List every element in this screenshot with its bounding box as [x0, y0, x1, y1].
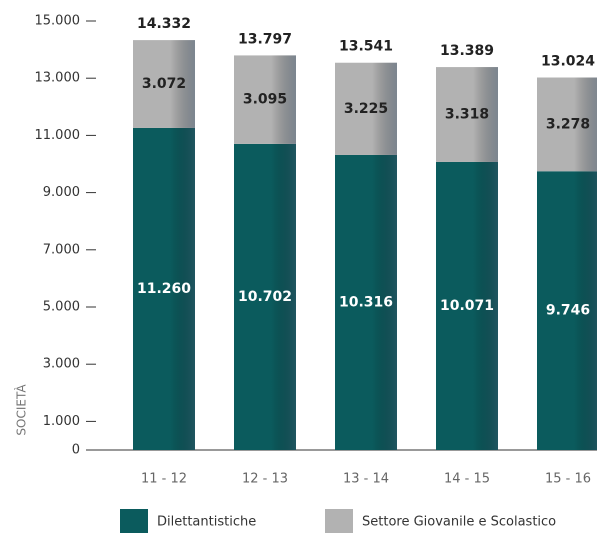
x-tick-label: 14 - 15	[444, 472, 490, 487]
value-label: 10.316	[339, 294, 393, 310]
bar-shade	[335, 62, 397, 155]
bar-shade	[133, 127, 195, 451]
x-tick-label: 11 - 12	[141, 472, 187, 487]
value-label: 3.318	[445, 107, 489, 123]
legend-label: Settore Giovanile e Scolastico	[362, 515, 556, 530]
y-tick-label: 15.000	[35, 14, 81, 29]
x-tick-label: 13 - 14	[343, 472, 389, 487]
value-label: 3.072	[142, 76, 186, 92]
y-tick-label: 13.000	[35, 71, 81, 86]
x-tick-label: 15 - 16	[545, 472, 591, 487]
value-label: 3.095	[243, 92, 287, 108]
bar-shade	[234, 55, 296, 144]
value-label: 3.278	[546, 116, 590, 132]
y-tick-label: 9.000	[43, 185, 80, 200]
y-tick-label: 7.000	[43, 242, 80, 257]
value-label: 10.071	[440, 298, 494, 314]
total-label: 13.024	[541, 54, 595, 70]
total-label: 13.389	[440, 43, 494, 59]
value-label: 9.746	[546, 303, 590, 319]
x-tick-label: 12 - 13	[242, 472, 288, 487]
bar-shade	[335, 154, 397, 450]
y-axis-label: SOCIETÀ	[14, 384, 29, 436]
legend-label: Dilettantistiche	[157, 515, 256, 530]
y-tick-label: 3.000	[43, 357, 80, 372]
total-label: 14.332	[137, 16, 191, 32]
bar-shade	[436, 67, 498, 162]
value-label: 10.702	[238, 289, 292, 305]
value-label: 11.260	[137, 281, 191, 297]
bar-shade	[537, 77, 597, 172]
total-label: 13.541	[339, 39, 393, 55]
legend-swatch	[120, 509, 148, 533]
y-tick-label: 5.000	[43, 300, 80, 315]
legend-swatch	[325, 509, 353, 533]
total-label: 13.797	[238, 31, 292, 47]
y-tick-label: 11.000	[35, 128, 81, 143]
y-tick-label: 1.000	[43, 414, 80, 429]
bar-shade	[133, 40, 195, 128]
y-tick-label: 0	[72, 443, 80, 458]
value-label: 3.225	[344, 101, 388, 117]
bar-shade	[436, 161, 498, 450]
bar-shade	[537, 171, 597, 450]
bar-shade	[234, 143, 296, 451]
